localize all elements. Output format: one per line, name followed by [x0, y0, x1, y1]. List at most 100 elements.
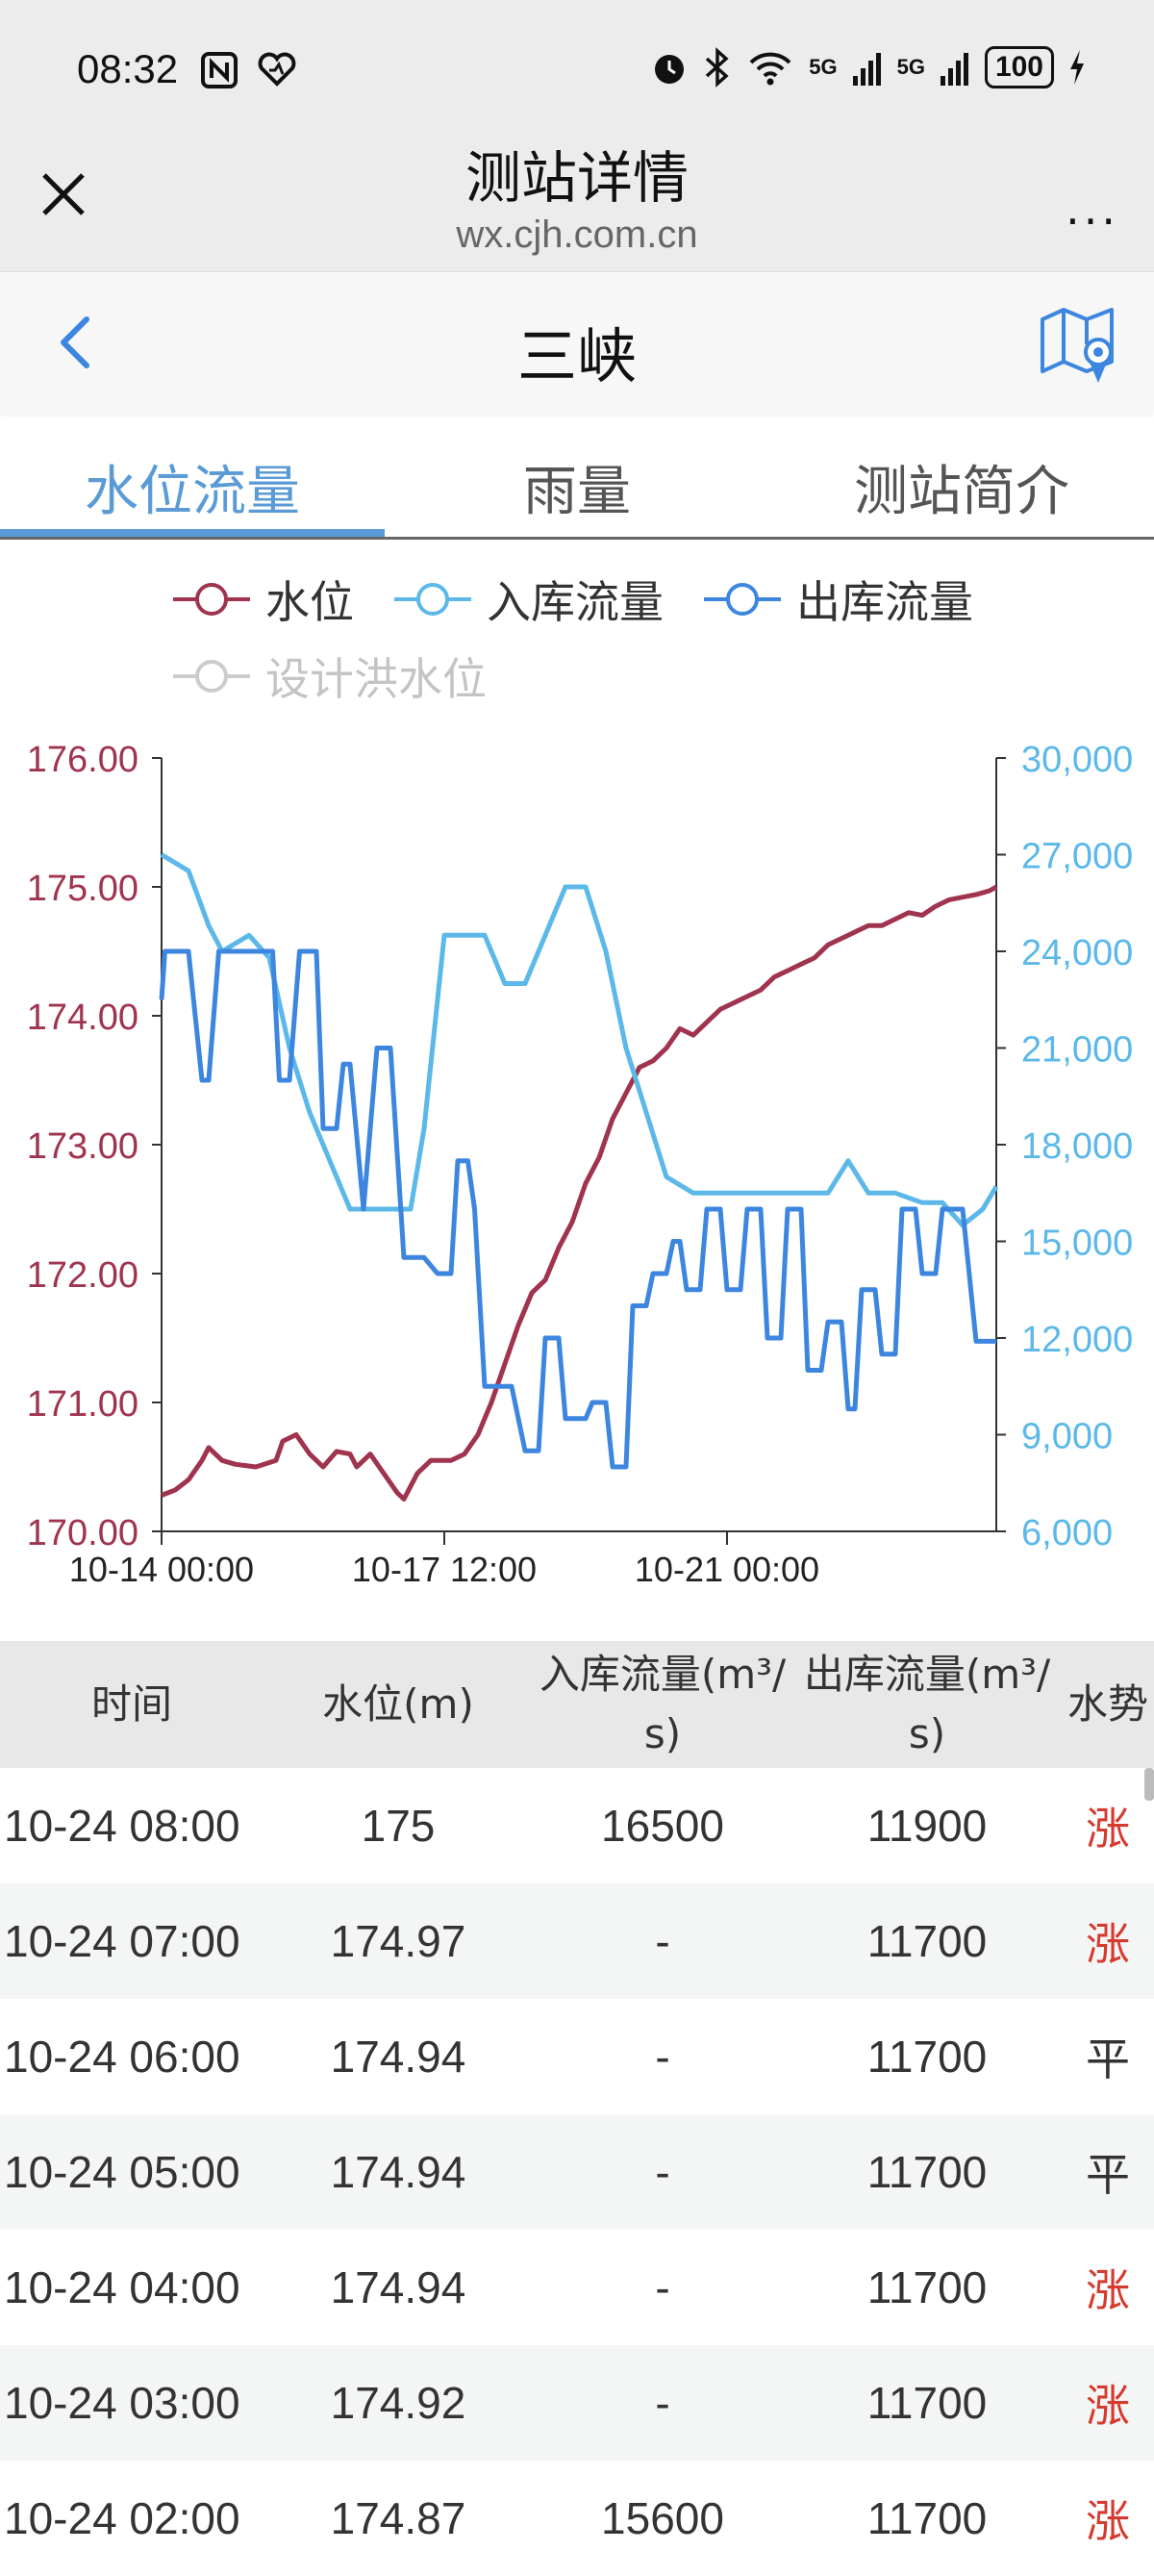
y-right-tick-label: 6,000 [1021, 1513, 1113, 1553]
legend-marker-icon [173, 583, 250, 616]
system-icons: 5G 5G 100 [649, 46, 1087, 88]
signal-icon [852, 53, 881, 86]
y-left-tick-label: 175.00 [27, 869, 138, 909]
cell-time: 10-24 07:00 [4, 1916, 240, 1966]
legend-marker-icon [704, 583, 781, 616]
y-right-tick-label: 24,000 [1021, 933, 1133, 973]
signal-5g-2: 5G [896, 55, 925, 79]
x-tick-label: 10-21 00:00 [635, 1550, 819, 1589]
cell-outflow: 11700 [866, 2147, 988, 2197]
cell-trend: 涨 [1086, 1919, 1130, 1969]
y-left-tick-label: 176.00 [27, 740, 138, 780]
cell-inflow: 15600 [601, 2493, 724, 2543]
cell-time: 10-24 08:00 [4, 1801, 240, 1851]
cell-outflow: 11700 [866, 2493, 988, 2543]
cell-trend: 涨 [1086, 2265, 1130, 2315]
table-row: 10-24 04:00 174.94 - 11700 涨 [0, 2230, 1154, 2345]
legend-label: 入库流量 [487, 576, 664, 628]
y-right-tick-label: 18,000 [1021, 1126, 1133, 1167]
water-level-flow-chart: 176.00 175.00 174.00 173.00 172.00 171.00 170.… [27, 740, 1133, 1589]
y-left-tick-label: 170.00 [27, 1513, 138, 1553]
y-left-tick-label: 171.00 [27, 1384, 138, 1425]
cell-trend: 平 [1086, 2034, 1130, 2084]
station-name: 三峡 [516, 321, 637, 391]
close-icon[interactable] [35, 165, 92, 223]
x-tick-label: 10-14 00:00 [69, 1550, 254, 1589]
cell-inflow: - [655, 2032, 670, 2082]
y-right-tick-label: 30,000 [1021, 740, 1133, 780]
cell-outflow: 11700 [866, 2378, 988, 2428]
table-row: 10-24 03:00 174.92 - 11700 涨 [0, 2345, 1154, 2461]
charging-icon [1070, 50, 1084, 85]
x-tick-label: 10-17 12:00 [352, 1550, 537, 1589]
table-header: 时间 水位(m) 入库流量(m³/s) 出库流量(m³/s) 水势 [0, 1641, 1154, 1768]
tab-bar: 水位流量 雨量 测站简介 [0, 416, 1154, 540]
map-icon[interactable] [1037, 302, 1119, 385]
header-trend: 水势 [1066, 1680, 1148, 1728]
legend-label: 水位 [265, 576, 354, 628]
tab-station-intro[interactable]: 测站简介 [854, 461, 1069, 523]
legend-marker-icon [173, 660, 250, 693]
cell-trend: 平 [1086, 2150, 1130, 2200]
page-title: 测站详情 [464, 145, 689, 211]
health-icon [258, 52, 296, 87]
header-inflow: 入库流量(m³/s) [539, 1651, 787, 1757]
more-button[interactable]: ... [1066, 183, 1119, 235]
legend-design-flood-level[interactable]: 设计洪水位 [173, 644, 487, 708]
app-header: 三峡 [0, 273, 1154, 414]
cell-outflow: 11700 [866, 1916, 988, 1966]
nfc-icon [201, 51, 238, 88]
cell-outflow: 11900 [866, 1801, 988, 1851]
table-row: 10-24 02:00 174.87 15600 11700 涨 [0, 2461, 1154, 2576]
table-row: 10-24 06:00 174.94 - 11700 平 [0, 1999, 1154, 2114]
cell-time: 10-24 05:00 [4, 2147, 240, 2197]
series-line-水位 [161, 884, 998, 1502]
cell-time: 10-24 02:00 [4, 2493, 240, 2543]
legend-inflow[interactable]: 入库流量 [394, 568, 664, 631]
cell-inflow: 16500 [601, 1801, 724, 1851]
cell-water-level: 174.87 [330, 2493, 466, 2543]
cell-outflow: 11700 [866, 2032, 988, 2082]
y-right-tick-label: 9,000 [1021, 1417, 1113, 1457]
status-bar: 08:32 5G 5G [0, 0, 1154, 137]
cell-water-level: 174.94 [330, 2032, 466, 2082]
table-row: 10-24 08:00 175 16500 11900 涨 [0, 1768, 1154, 1883]
y-right-tick-label: 15,000 [1021, 1224, 1133, 1264]
legend-water-level[interactable]: 水位 [173, 568, 354, 631]
legend-label: 出库流量 [796, 576, 973, 628]
page-url: wx.cjh.com.cn [456, 214, 698, 256]
cell-time: 10-24 06:00 [4, 2032, 240, 2082]
cell-water-level: 174.94 [330, 2147, 466, 2197]
active-tab-indicator [0, 529, 385, 537]
legend-marker-icon [394, 583, 471, 616]
scrollbar[interactable] [1144, 1768, 1154, 1801]
legend-outflow[interactable]: 出库流量 [704, 568, 973, 631]
signal-5g-1: 5G [809, 55, 838, 79]
table-row: 10-24 07:00 174.97 - 11700 涨 [0, 1883, 1154, 1999]
header-water-level: 水位(m) [322, 1680, 474, 1728]
table-body: 10-24 08:00 175 16500 11900 涨 10-24 07:00 174.… [0, 1768, 1154, 2576]
status-time: 08:32 [77, 46, 179, 91]
browser-header: ... [0, 137, 1154, 272]
signal-icon [940, 53, 968, 86]
bluetooth-icon [706, 47, 729, 88]
back-icon[interactable] [48, 312, 106, 373]
battery-indicator: 100 [984, 46, 1054, 88]
series-line-入库流量 [160, 852, 999, 1228]
cell-inflow: - [655, 1916, 670, 1966]
header-outflow: 出库流量(m³/s) [803, 1651, 1051, 1757]
cell-inflow: - [655, 2262, 670, 2312]
tab-water-level-flow[interactable]: 水位流量 [85, 461, 300, 523]
alarm-icon [655, 55, 685, 84]
cell-trend: 涨 [1086, 2496, 1130, 2546]
table-row: 10-24 05:00 174.94 - 11700 平 [0, 2114, 1154, 2230]
y-left-tick-label: 174.00 [27, 998, 138, 1038]
y-right-tick-label: 12,000 [1021, 1320, 1133, 1360]
cell-water-level: 174.94 [330, 2262, 466, 2312]
series-line-出库流量 [159, 948, 996, 1470]
data-table: 时间 水位(m) 入库流量(m³/s) 出库流量(m³/s) 水势 10-24 … [0, 1641, 1154, 2576]
tab-rainfall[interactable]: 雨量 [523, 461, 631, 523]
cell-time: 10-24 04:00 [4, 2262, 240, 2312]
cell-water-level: 174.97 [330, 1916, 466, 1966]
y-left-tick-label: 173.00 [27, 1126, 138, 1167]
